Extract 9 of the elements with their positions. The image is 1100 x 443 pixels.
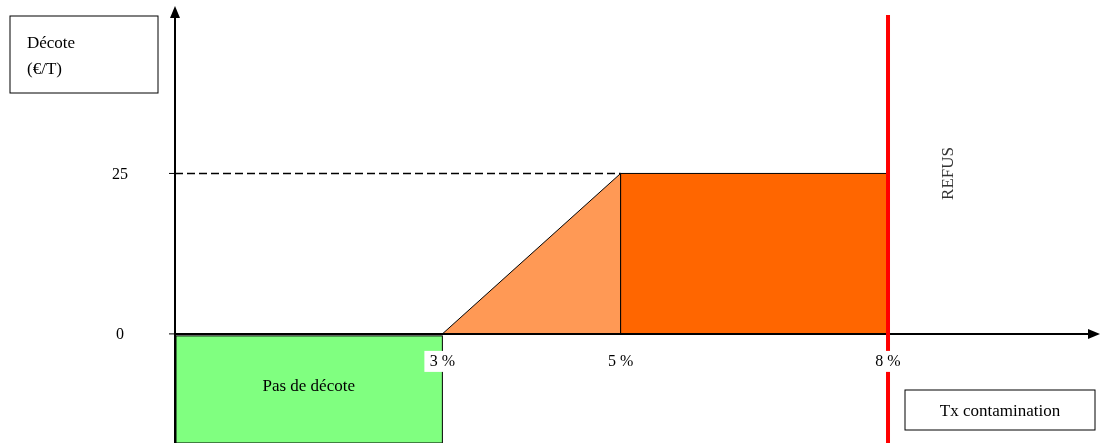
annotation: Pas de décote — [262, 375, 355, 395]
x-tick-label: 8 % — [875, 351, 901, 369]
ref-line-label: REFUS — [938, 146, 958, 200]
y-axis-title: Décote (€/T) — [27, 33, 76, 78]
x-axis-title: Tx contamination — [939, 401, 1061, 420]
y-tick-label: 0 — [116, 325, 124, 343]
x-tick-label: 5 % — [607, 351, 634, 369]
y-tick-label: 25 — [112, 165, 128, 183]
x-tick-label: 3 % — [429, 351, 456, 369]
